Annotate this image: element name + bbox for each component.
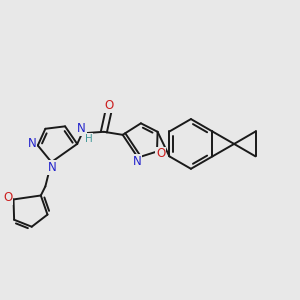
Text: O: O <box>104 99 114 112</box>
Text: O: O <box>156 147 165 161</box>
Text: O: O <box>3 191 13 204</box>
Text: N: N <box>77 122 86 135</box>
Text: H: H <box>85 134 93 144</box>
Text: N: N <box>48 161 57 174</box>
Text: N: N <box>133 155 142 168</box>
Text: N: N <box>28 137 37 150</box>
